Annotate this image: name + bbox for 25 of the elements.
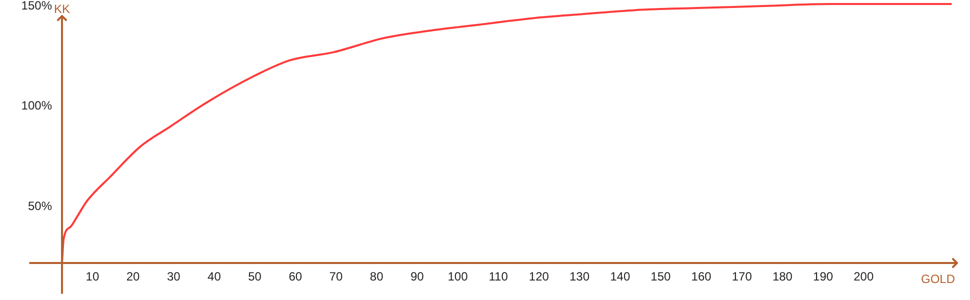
x-tick-label: 190: [813, 270, 834, 284]
x-tick-label: 120: [528, 270, 550, 284]
x-tick-label: 30: [166, 270, 181, 284]
x-tick-label: 150: [650, 270, 672, 284]
y-tick-label: 100%: [21, 98, 52, 113]
x-tick-label: 130: [570, 270, 590, 284]
x-tick-label: 10: [86, 270, 100, 284]
x-tick-label: 110: [488, 270, 508, 284]
x-tick-label: 160: [691, 270, 712, 284]
x-tick-label: 60: [288, 270, 302, 284]
x-tick-label: 50: [248, 270, 262, 284]
y-axis-title: KK: [54, 2, 70, 16]
x-tick-label: 100: [448, 270, 468, 284]
x-tick-label: 20: [126, 270, 140, 284]
x-tick-label: 90: [410, 270, 424, 284]
y-tick-label: 150%: [21, 0, 52, 12]
y-tick-label: 50%: [28, 199, 52, 214]
x-tick-label: 40: [208, 270, 222, 284]
x-axis-title: GOLD: [920, 272, 956, 286]
x-tick-label: 140: [610, 270, 630, 284]
x-tick-label: 200: [854, 270, 874, 284]
x-tick-label: 180: [772, 270, 793, 284]
x-tick-label: 80: [370, 270, 384, 284]
x-tick-label: 170: [732, 270, 752, 284]
x-tick-label: 70: [329, 270, 343, 284]
